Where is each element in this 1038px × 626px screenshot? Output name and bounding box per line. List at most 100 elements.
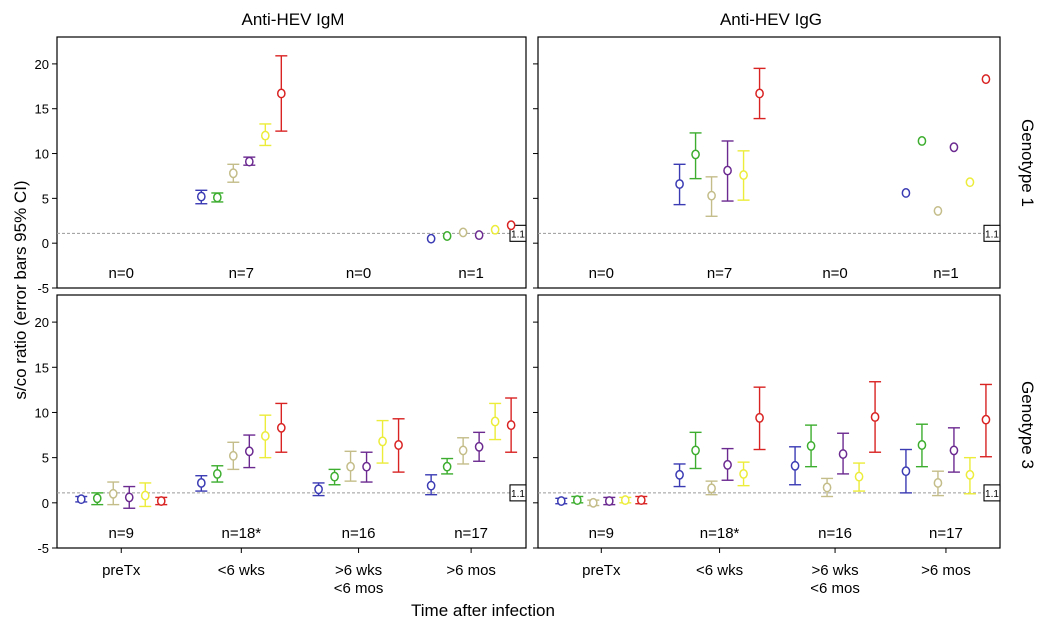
panel-genotype1-igg: 1.1 n=0 n=7 n=0 n=1 [533, 36, 1001, 289]
data-point [636, 495, 646, 506]
data-point [260, 130, 270, 141]
data-point [933, 477, 943, 488]
panel-genotype3-igg: 1.1 n=9 n=18* n=16 n=17 preTx <6 wks >6 wks<6 m… [533, 294, 1001, 597]
data-point [675, 179, 684, 189]
n-label: n=18* [700, 525, 740, 542]
n-label: n=1 [933, 265, 958, 282]
n-label: n=18* [222, 525, 262, 542]
data-point [124, 492, 134, 503]
x-tick-label: <6 wks [696, 562, 743, 579]
data-point [244, 156, 254, 167]
y-tick-label: 0 [42, 236, 49, 251]
data-point [490, 416, 500, 427]
data-point [474, 230, 484, 241]
panels-layer: -5 0 5 10 15 20 1.1 n=0 n=7 n=0 n=1 1.1 n=0 n=7 n=0 n=1… [35, 36, 1001, 597]
x-tick-label: >6 wks [335, 562, 382, 579]
data-point [76, 494, 86, 505]
data-point [949, 445, 959, 456]
data-point [426, 480, 436, 491]
data-point [739, 468, 748, 479]
n-label: n=17 [929, 525, 963, 542]
data-point [196, 477, 206, 488]
data-point [394, 440, 403, 450]
y-tick-label: 20 [35, 57, 49, 72]
panel-genotype3-igm: -5 0 5 10 15 20 1.1 n=9 n=18* n=16 n=17 preTx <6 wks… [35, 294, 527, 597]
data-point [981, 414, 991, 425]
n-label: n=17 [454, 525, 488, 542]
data-point [870, 412, 880, 422]
data-point [949, 142, 959, 153]
x-tick-label: preTx [102, 562, 141, 579]
data-point [276, 88, 286, 99]
y-tick-label: 0 [42, 496, 49, 511]
data-point [675, 469, 684, 480]
n-label: n=9 [589, 525, 614, 542]
data-point [228, 450, 238, 461]
data-point [346, 461, 355, 472]
y-tick-label: 10 [35, 147, 49, 162]
reference-label: 1.1 [511, 229, 525, 240]
x-tick-label: preTx [582, 562, 621, 579]
data-point [917, 440, 927, 450]
reference-label: 1.1 [511, 489, 525, 500]
data-point [755, 88, 764, 99]
data-point [965, 177, 975, 188]
y-tick-label: 15 [35, 102, 49, 117]
y-axis-label: s/co ratio (error bars 95% CI) [11, 180, 30, 399]
data-point [572, 495, 582, 506]
reference-label: 1.1 [985, 229, 999, 240]
data-point [276, 422, 286, 433]
data-point [426, 233, 436, 244]
reference-label-box [983, 224, 1001, 242]
data-point [854, 471, 864, 482]
data-point [588, 497, 598, 508]
data-point [490, 224, 500, 235]
n-label: n=9 [109, 525, 134, 542]
reference-label-box [509, 484, 527, 502]
data-point [691, 149, 700, 160]
data-point [156, 496, 166, 506]
reference-label-box [983, 484, 1001, 502]
data-point [458, 227, 468, 238]
data-point [314, 484, 323, 495]
n-label: n=7 [707, 265, 732, 282]
data-point [981, 74, 991, 85]
panel-frame [537, 294, 1001, 549]
data-point [620, 495, 630, 506]
x-tick-label: <6 mos [810, 580, 860, 597]
reference-label: 1.1 [985, 489, 999, 500]
x-tick-label: >6 mos [921, 562, 971, 579]
data-point [92, 493, 102, 504]
n-label: n=7 [229, 265, 254, 282]
n-label: n=0 [822, 265, 847, 282]
data-point [901, 188, 911, 198]
data-point [556, 496, 566, 506]
panel-frame [56, 36, 527, 289]
data-point [330, 471, 339, 482]
data-point [707, 483, 716, 494]
data-point [604, 496, 614, 506]
data-point [933, 205, 943, 216]
data-point [723, 459, 732, 470]
y-tick-label: 20 [35, 315, 49, 330]
reference-label-box [509, 224, 527, 242]
data-point [790, 460, 800, 471]
y-tick-label: -5 [37, 281, 49, 296]
data-point [901, 466, 911, 477]
data-point [442, 231, 452, 241]
data-point [228, 168, 238, 179]
n-label: n=1 [458, 265, 483, 282]
data-point [838, 449, 848, 459]
data-point [442, 461, 452, 472]
data-point [196, 191, 206, 202]
data-point [362, 461, 371, 472]
n-label: n=16 [342, 525, 376, 542]
data-point [506, 420, 516, 431]
data-point [212, 192, 222, 203]
data-point [378, 436, 387, 447]
data-point [458, 445, 468, 456]
data-point [244, 446, 254, 457]
y-tick-label: 10 [35, 405, 49, 420]
y-tick-label: 5 [42, 451, 49, 466]
